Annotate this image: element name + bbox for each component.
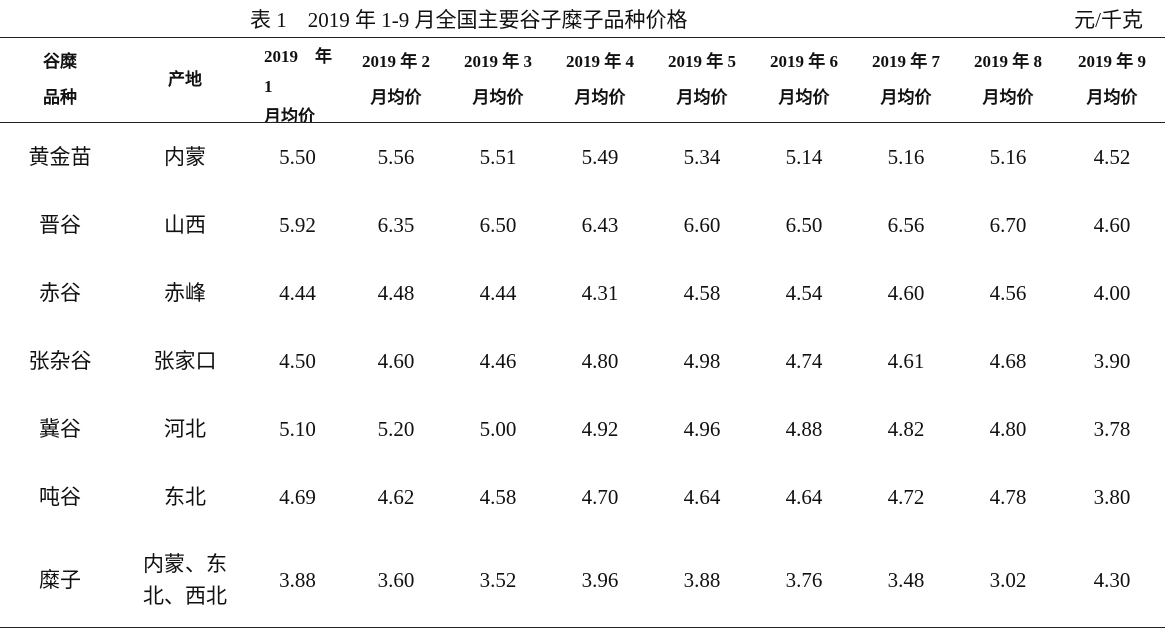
table-title: 表 1 2019 年 1-9 月全国主要谷子糜子品种价格	[250, 8, 688, 32]
price-cell: 4.60	[887, 281, 925, 305]
price-cell: 5.00	[479, 417, 517, 441]
price-cell: 4.56	[989, 281, 1027, 305]
price-cell: 6.60	[683, 213, 721, 237]
price-cell: 6.43	[581, 213, 619, 237]
price-cell: 5.20	[377, 417, 415, 441]
price-cell: 4.44	[279, 281, 316, 305]
price-cell: 4.74	[785, 349, 823, 373]
price-cell: 3.76	[785, 568, 823, 592]
price-cell: 6.70	[989, 213, 1027, 237]
origin-cell: 赤峰	[164, 281, 206, 305]
header-cell: 2019 年 6 月均价	[753, 38, 855, 123]
header-cell: 2019 年 1 月均价	[250, 38, 345, 123]
price-cell: 4.64	[785, 485, 823, 509]
price-cell: 4.60	[377, 349, 415, 373]
price-cell: 3.96	[581, 568, 619, 592]
price-cell: 4.96	[683, 417, 721, 441]
origin-cell: 山西	[164, 213, 206, 237]
header-cell: 2019 年 9 月均价	[1059, 38, 1165, 123]
header-cell: 2019 年 8 月均价	[957, 38, 1059, 123]
price-cell: 4.78	[989, 485, 1027, 509]
price-cell: 4.61	[887, 349, 925, 373]
price-cell: 4.48	[377, 281, 415, 305]
price-cell: 4.98	[683, 349, 721, 373]
origin-cell: 内蒙	[164, 145, 206, 169]
price-cell: 4.30	[1093, 568, 1131, 592]
variety-cell: 吨谷	[39, 485, 81, 509]
price-cell: 4.31	[581, 281, 619, 305]
price-cell: 4.70	[581, 485, 619, 509]
price-table: 谷糜 品种 产地 2019 年 1 月均价 2019 年 2 月均价 2019 年 3 …	[0, 37, 1165, 628]
origin-cell: 张家口	[153, 349, 217, 373]
price-cell: 4.00	[1093, 281, 1131, 305]
header-cell: 2019 年 4 月均价	[549, 38, 651, 123]
price-cell: 4.92	[581, 417, 619, 441]
variety-cell: 糜子	[39, 568, 81, 592]
price-cell: 3.88	[279, 568, 316, 592]
price-cell: 4.58	[683, 281, 721, 305]
price-cell: 4.60	[1093, 213, 1131, 237]
price-cell: 5.10	[279, 417, 316, 441]
price-cell: 3.60	[377, 568, 415, 592]
price-cell: 3.88	[683, 568, 721, 592]
price-cell: 4.80	[581, 349, 619, 373]
price-cell: 4.72	[887, 485, 925, 509]
origin-cell: 河北	[164, 417, 206, 441]
price-cell: 5.16	[989, 145, 1027, 169]
price-cell: 4.52	[1093, 145, 1131, 169]
price-cell: 6.56	[887, 213, 925, 237]
price-cell: 4.88	[785, 417, 823, 441]
variety-cell: 黄金苗	[28, 145, 92, 169]
price-cell: 3.48	[887, 568, 925, 592]
price-cell: 4.68	[989, 349, 1027, 373]
price-cell: 4.82	[887, 417, 925, 441]
header-cell: 谷糜 品种	[0, 38, 120, 123]
header-cell: 2019 年 5 月均价	[651, 38, 753, 123]
price-cell: 6.50	[785, 213, 823, 237]
price-cell: 3.02	[989, 568, 1027, 592]
price-cell: 3.78	[1093, 417, 1131, 441]
variety-cell: 张杂谷	[28, 349, 92, 373]
price-cell: 4.54	[785, 281, 823, 305]
origin-cell: 内蒙、东 北、西北	[143, 552, 227, 608]
price-cell: 5.50	[279, 145, 316, 169]
variety-cell: 赤谷	[39, 281, 81, 305]
price-cell: 5.92	[279, 213, 316, 237]
price-cell: 3.52	[479, 568, 517, 592]
price-cell: 4.58	[479, 485, 517, 509]
price-cell: 4.44	[479, 281, 517, 305]
price-cell: 4.80	[989, 417, 1027, 441]
price-cell: 5.14	[785, 145, 823, 169]
price-cell: 4.50	[279, 349, 316, 373]
origin-cell: 东北	[164, 485, 206, 509]
price-cell: 3.90	[1093, 349, 1131, 373]
header-cell: 产地	[120, 38, 250, 123]
price-cell: 4.64	[683, 485, 721, 509]
header-cell: 2019 年 2 月均价	[345, 38, 447, 123]
price-cell: 4.62	[377, 485, 415, 509]
price-cell: 5.16	[887, 145, 925, 169]
price-cell: 6.35	[377, 213, 415, 237]
unit-label: 元/千克	[1074, 8, 1143, 32]
header-cell: 2019 年 7 月均价	[855, 38, 957, 123]
price-cell: 5.56	[377, 145, 415, 169]
variety-cell: 晋谷	[39, 213, 81, 237]
header-cell: 2019 年 3 月均价	[447, 38, 549, 123]
price-cell: 5.34	[683, 145, 721, 169]
price-cell: 6.50	[479, 213, 517, 237]
price-cell: 4.46	[479, 349, 517, 373]
price-cell: 3.80	[1093, 485, 1131, 509]
variety-cell: 冀谷	[39, 417, 81, 441]
price-cell: 5.49	[581, 145, 619, 169]
price-cell: 4.69	[279, 485, 316, 509]
price-cell: 5.51	[479, 145, 517, 169]
